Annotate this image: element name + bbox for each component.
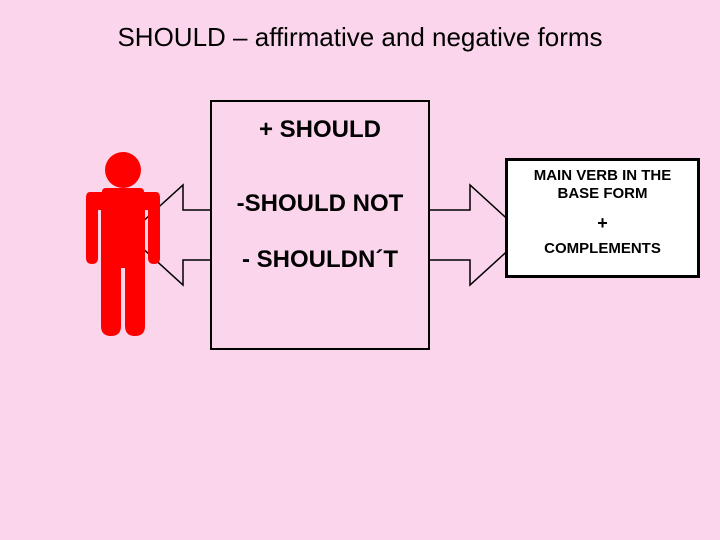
complements-label: COMPLEMENTS xyxy=(512,240,693,257)
affirmative-label: + SHOULD xyxy=(212,116,428,144)
center-modal-box: + SHOULD -SHOULD NOT - SHOULDN´T xyxy=(210,100,430,350)
main-verb-label: MAIN VERB IN THE BASE FORM xyxy=(512,167,693,203)
page-title: SHOULD – affirmative and negative forms xyxy=(0,22,720,53)
negative-contracted-label: - SHOULDN´T xyxy=(212,246,428,274)
plus-symbol: + xyxy=(512,213,693,234)
person-icon xyxy=(78,150,168,340)
complement-box: MAIN VERB IN THE BASE FORM + COMPLEMENTS xyxy=(505,158,700,278)
negative-full-label: -SHOULD NOT xyxy=(212,190,428,218)
